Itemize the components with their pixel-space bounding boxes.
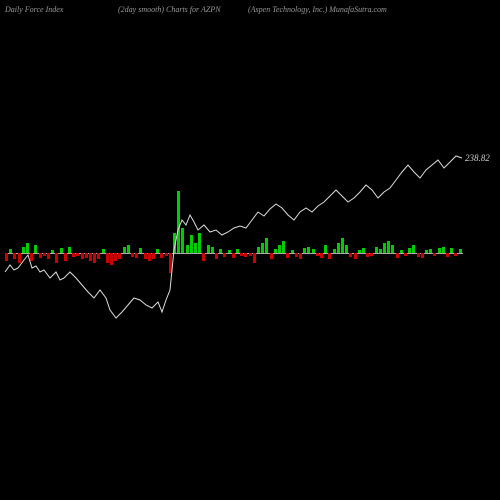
chart-header: Daily Force Index (2day smooth) Charts f…	[0, 5, 500, 20]
header-subtitle: (2day smooth) Charts for AZPN	[118, 5, 221, 14]
header-company: (Aspen Technology, Inc.) MunafaSutra.com	[248, 5, 387, 14]
price-polyline	[5, 156, 462, 318]
header-indicator: Daily Force Index	[5, 5, 63, 14]
current-price-label: 238.82	[465, 153, 490, 163]
chart-area: 238.82	[0, 20, 500, 500]
price-line-svg	[0, 20, 500, 500]
